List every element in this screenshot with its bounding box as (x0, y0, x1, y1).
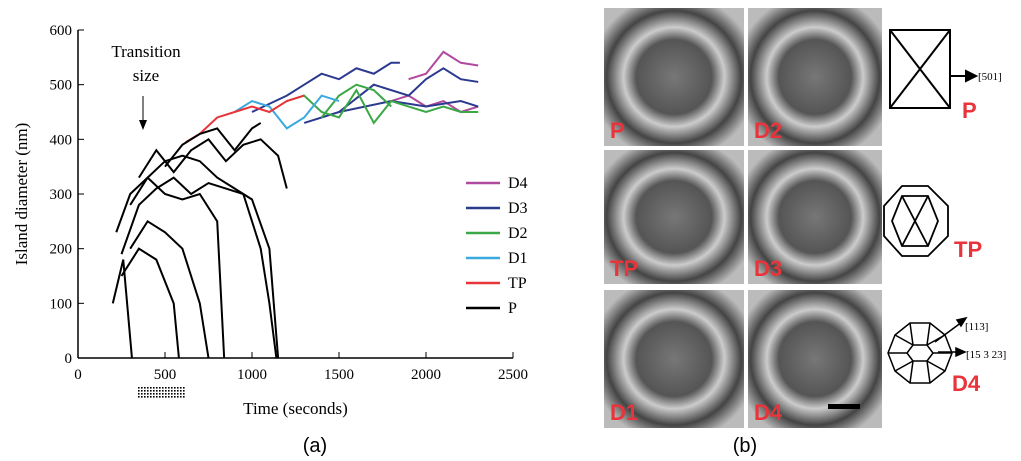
caption: (b) (733, 435, 757, 457)
y-tick-label: 100 (50, 296, 73, 312)
annotation: Transition (111, 42, 181, 61)
data-line (251, 61, 400, 113)
y-tick-label: 200 (50, 242, 73, 258)
diagram-label: D4 (952, 371, 981, 396)
transition-band (138, 387, 186, 399)
data-line (129, 219, 210, 359)
data-line (120, 247, 180, 359)
x-tick-label: 1000 (237, 367, 267, 383)
data-line (234, 94, 340, 130)
micrograph (748, 8, 882, 146)
micrographs: P D2 TP D3 D1 D4 (604, 8, 882, 428)
data-line (115, 176, 226, 359)
legend-label: D3 (508, 200, 528, 217)
x-axis-label: Time (seconds) (243, 399, 348, 418)
direction-label: [15 3 23] (966, 349, 1006, 361)
micrograph (604, 150, 744, 284)
x-tick-label: 1500 (324, 367, 354, 383)
y-axis-label: Island diameter (nm) (12, 123, 31, 266)
legend-label: P (508, 300, 517, 317)
legend-label: TP (508, 275, 527, 292)
data-line (303, 100, 479, 124)
legend-label: D2 (508, 225, 528, 242)
data-line (111, 259, 133, 359)
diagram-p (889, 29, 979, 109)
y-tick-label: 500 (50, 78, 73, 94)
x-tick-label: 500 (154, 367, 177, 383)
direction-label: [501] (978, 71, 1002, 83)
caption: (a) (303, 435, 327, 457)
data-line (185, 94, 305, 143)
image-label: D2 (754, 118, 782, 143)
y-tick-label: 600 (50, 23, 73, 39)
micrograph (604, 290, 744, 428)
data-line (408, 50, 479, 81)
annotation: size (133, 66, 159, 85)
data-line (164, 122, 262, 168)
legend-label: D1 (508, 250, 528, 267)
data-line (320, 83, 392, 119)
data-line (120, 176, 278, 359)
image-label: D3 (754, 256, 782, 281)
diagram-label: TP (954, 237, 982, 262)
direction-label: [113] (965, 321, 988, 333)
image-label: P (610, 118, 625, 143)
diagram-tp (883, 185, 949, 257)
image-label: TP (610, 256, 638, 281)
y-tick-label: 300 (50, 187, 73, 203)
y-tick-label: 400 (50, 132, 73, 148)
diagram-d4 (887, 316, 968, 384)
arrow-head (139, 120, 147, 130)
micrograph (604, 8, 744, 146)
y-tick-label: 0 (65, 351, 73, 367)
diagram-label: P (962, 98, 977, 123)
data-line (338, 67, 479, 113)
micrograph (748, 150, 882, 284)
line-chart: 0 100 200 300 400 500 600 0 500 1000 1500 2000 2500 T… (12, 23, 528, 418)
data-line (286, 88, 479, 125)
data-line (129, 154, 280, 359)
data-line (138, 138, 288, 189)
scale-bar (828, 404, 860, 409)
image-label: D1 (610, 400, 638, 425)
legend-label: D4 (508, 175, 528, 192)
x-tick-label: 0 (74, 367, 82, 383)
x-tick-label: 2500 (498, 367, 528, 383)
image-label: D4 (754, 400, 783, 425)
x-tick-label: 2000 (411, 367, 441, 383)
